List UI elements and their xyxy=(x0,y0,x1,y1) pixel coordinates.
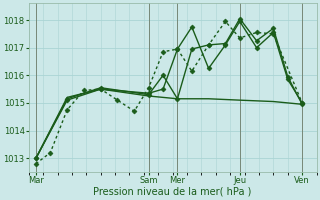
X-axis label: Pression niveau de la mer( hPa ): Pression niveau de la mer( hPa ) xyxy=(93,187,252,197)
